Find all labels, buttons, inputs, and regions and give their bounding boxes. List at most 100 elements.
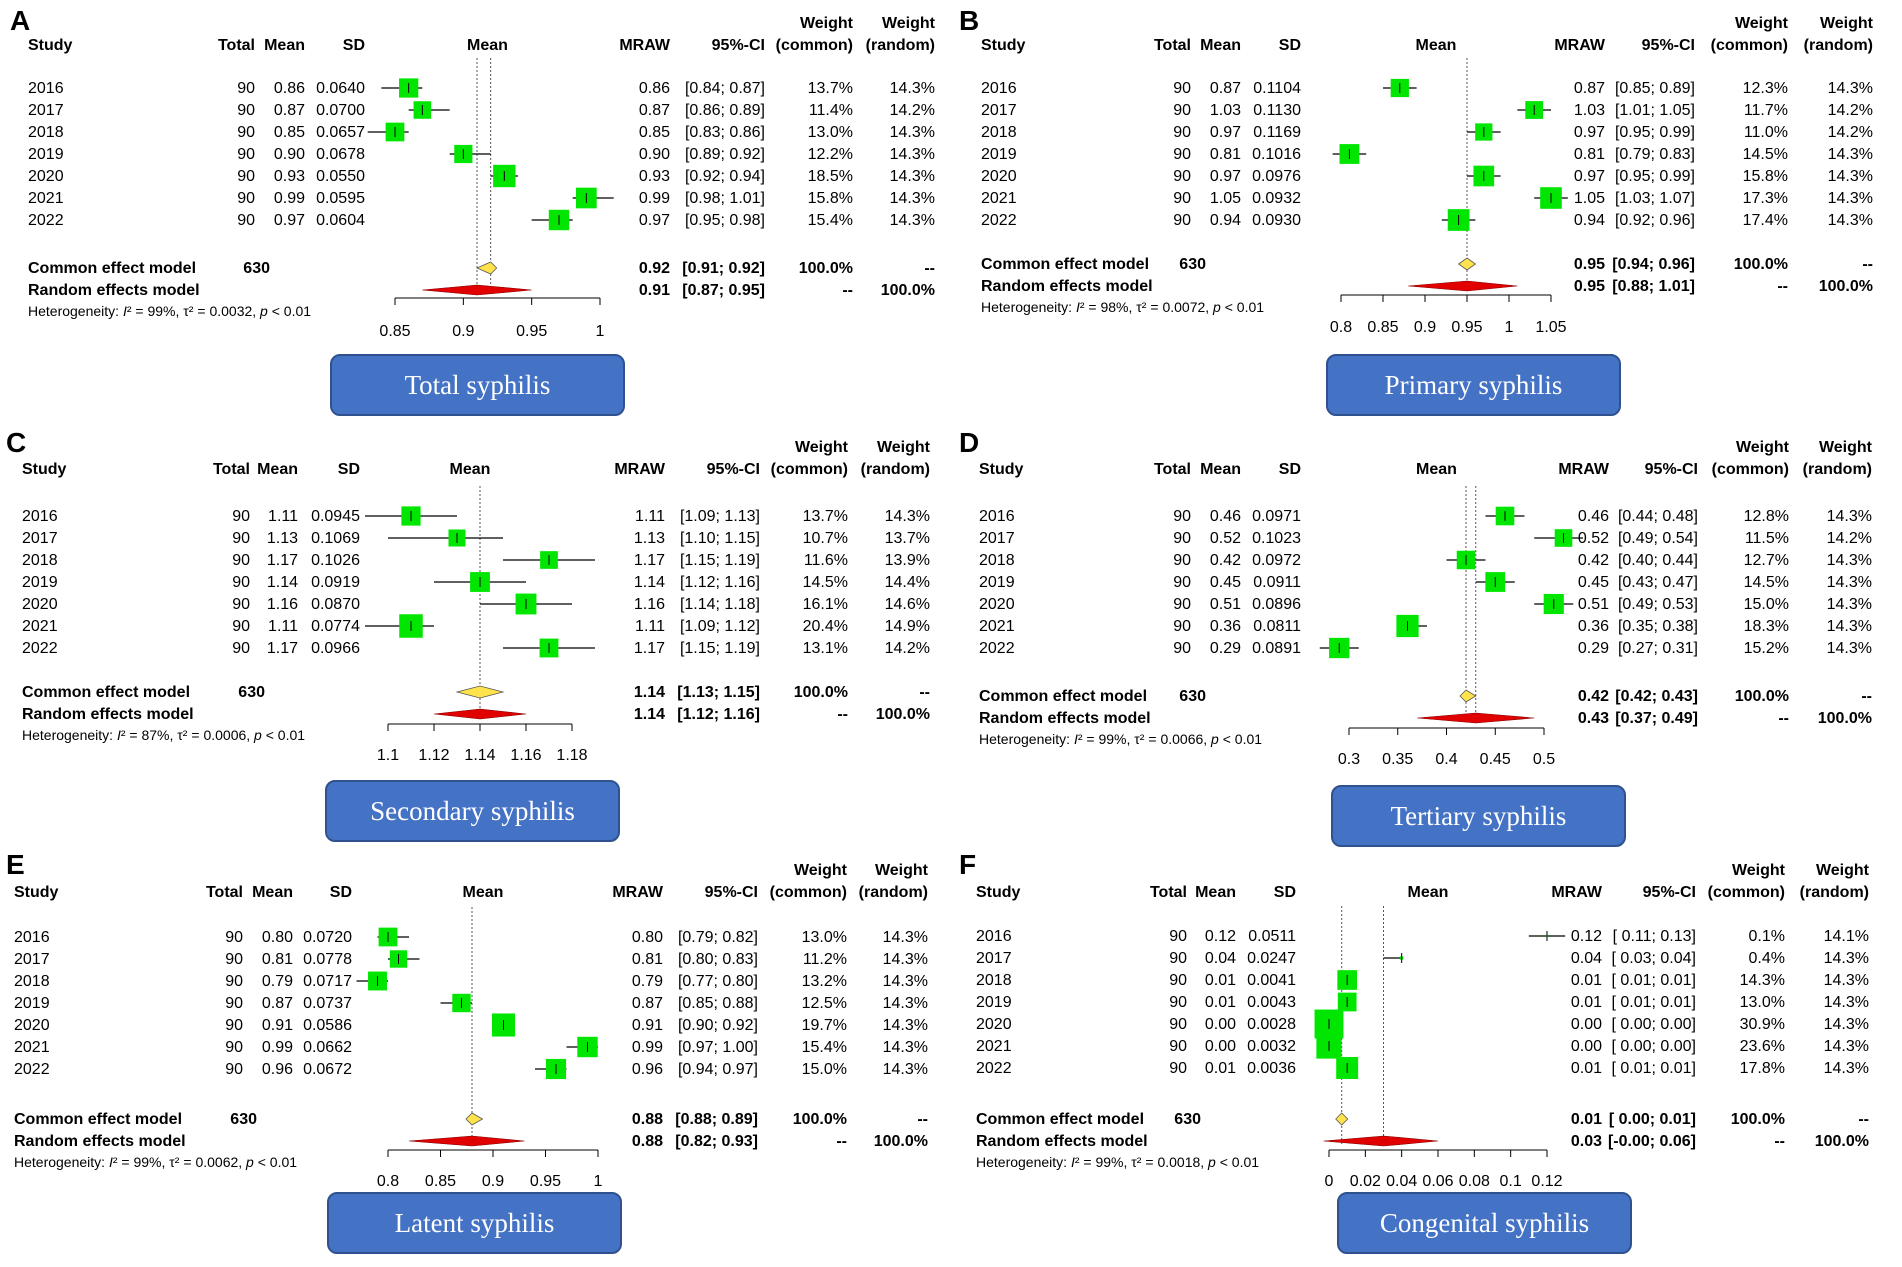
study-label: 2021 [976, 1038, 1012, 1055]
study-weight-random: 14.3% [1827, 552, 1872, 569]
header-sd: SD [1279, 461, 1301, 478]
random-effect-mraw: 1.14 [634, 706, 665, 723]
common-effect-diamond [1335, 1112, 1349, 1126]
study-sd: 0.0672 [303, 1061, 352, 1078]
study-mraw: 0.97 [639, 212, 670, 229]
x-axis-tick-label: 0.95 [1451, 319, 1482, 336]
study-sd: 0.0043 [1247, 994, 1296, 1011]
study-mraw: 1.11 [635, 618, 665, 635]
study-mraw: 0.86 [639, 80, 670, 97]
study-ci: [1.14; 1.18] [680, 596, 760, 613]
study-label: 2016 [28, 80, 64, 97]
study-mean: 0.51 [1210, 596, 1241, 613]
header-study: Study [976, 884, 1021, 901]
study-ci: [0.40; 0.44] [1618, 552, 1698, 569]
study-total: 90 [1169, 1038, 1187, 1055]
study-mean: 0.91 [262, 1017, 293, 1034]
study-label: 2020 [14, 1017, 50, 1034]
study-weight-random: 14.3% [1828, 168, 1873, 185]
heterogeneity-p-symbol: p [1207, 1154, 1216, 1170]
x-axis-tick-label: 0.95 [530, 1173, 561, 1190]
header-weight-common: Weight [1732, 862, 1786, 879]
study-mraw: 0.52 [1578, 530, 1609, 547]
panel-letter: C [6, 427, 26, 458]
study-total: 90 [225, 973, 243, 990]
study-weight-random: 14.3% [883, 1061, 928, 1078]
study-mean: 0.01 [1205, 1060, 1236, 1077]
header-sd: SD [338, 461, 360, 478]
header-mraw: MRAW [1554, 37, 1606, 54]
study-weight-common: 13.0% [802, 929, 847, 946]
study-sd: 0.0678 [316, 146, 365, 163]
study-total: 90 [232, 530, 250, 547]
random-effect-weight-common: -- [842, 282, 853, 299]
heterogeneity-text: Heterogeneity: I² = 99%, τ² = 0.0062, p … [14, 1154, 297, 1170]
heterogeneity-i2-value: = 87%, [129, 727, 177, 743]
common-effect-ci: [0.42; 0.43] [1615, 688, 1698, 705]
study-ci: [ 0.01; 0.01] [1611, 1060, 1696, 1077]
study-weight-common: 20.4% [803, 618, 848, 635]
header-ci: 95%-CI [712, 37, 765, 54]
study-weight-common: 14.3% [1740, 972, 1785, 989]
study-weight-common: 14.5% [1744, 574, 1789, 591]
study-sd: 0.0640 [316, 80, 365, 97]
header-study: Study [22, 461, 67, 478]
study-weight-random: 14.2% [1827, 530, 1872, 547]
common-effect-weight-common: 100.0% [1735, 688, 1789, 705]
study-label: 2016 [14, 929, 50, 946]
study-mraw: 1.03 [1574, 102, 1605, 119]
heterogeneity-prefix: Heterogeneity: [14, 1154, 109, 1170]
header-mraw: MRAW [1558, 461, 1610, 478]
study-total: 90 [225, 929, 243, 946]
study-total: 90 [232, 640, 250, 657]
header-total: Total [206, 884, 243, 901]
common-effect-diamond [465, 1112, 484, 1126]
study-total: 90 [1173, 596, 1191, 613]
header-weight-common: Weight [1735, 15, 1789, 32]
study-label: 2018 [22, 552, 58, 569]
header-plot-mean: Mean [1416, 37, 1457, 54]
study-sd: 0.0919 [311, 574, 360, 591]
heterogeneity-i2-exponent: ² [1078, 731, 1087, 747]
study-weight-common: 15.8% [808, 190, 853, 207]
study-sd: 0.0778 [303, 951, 352, 968]
study-weight-common: 12.7% [1744, 552, 1789, 569]
study-total: 90 [1173, 508, 1191, 525]
header-weight-common: Weight [794, 862, 848, 879]
study-mean: 0.87 [1210, 80, 1241, 97]
study-total: 90 [232, 574, 250, 591]
random-effect-weight-random: 100.0% [1815, 1133, 1869, 1150]
study-weight-random: 13.9% [885, 552, 930, 569]
forest-panel-d: D Study Total Mean SD Mean MRAW 95%-CI Weight (co… [951, 422, 1902, 847]
header-plot-mean: Mean [450, 461, 491, 478]
study-weight-random: 14.1% [1824, 928, 1869, 945]
study-total: 90 [1173, 618, 1191, 635]
study-mean: 1.03 [1210, 102, 1241, 119]
study-weight-random: 13.7% [885, 530, 930, 547]
study-total: 90 [1173, 80, 1191, 97]
study-sd: 0.0972 [1252, 552, 1301, 569]
study-mraw: 0.80 [632, 929, 663, 946]
random-effect-diamond [1417, 712, 1535, 724]
x-axis-tick-label: 1.18 [556, 747, 587, 764]
heterogeneity-tau2-value: = 0.0072, [1150, 299, 1213, 315]
study-mraw: 0.90 [639, 146, 670, 163]
study-mean: 1.17 [267, 552, 298, 569]
common-effect-label: Common effect model [28, 260, 196, 277]
x-axis-tick-label: 0.02 [1350, 1173, 1381, 1190]
random-effect-ci: [-0.00; 0.06] [1608, 1133, 1696, 1150]
study-weight-common: 14.5% [1743, 146, 1788, 163]
study-weight-common: 18.5% [808, 168, 853, 185]
study-weight-random: 14.3% [883, 929, 928, 946]
heterogeneity-i2-value: = 99%, [121, 1154, 169, 1170]
study-label: 2017 [14, 951, 50, 968]
header-ci: 95%-CI [1643, 884, 1696, 901]
heterogeneity-tau2-symbol: τ² [1136, 299, 1150, 315]
header-sd: SD [330, 884, 352, 901]
heterogeneity-i2-symbol: I [1076, 299, 1080, 315]
study-weight-random: 14.3% [1827, 508, 1872, 525]
header-ci: 95%-CI [707, 461, 760, 478]
study-total: 90 [1173, 190, 1191, 207]
study-label: 2018 [976, 972, 1012, 989]
